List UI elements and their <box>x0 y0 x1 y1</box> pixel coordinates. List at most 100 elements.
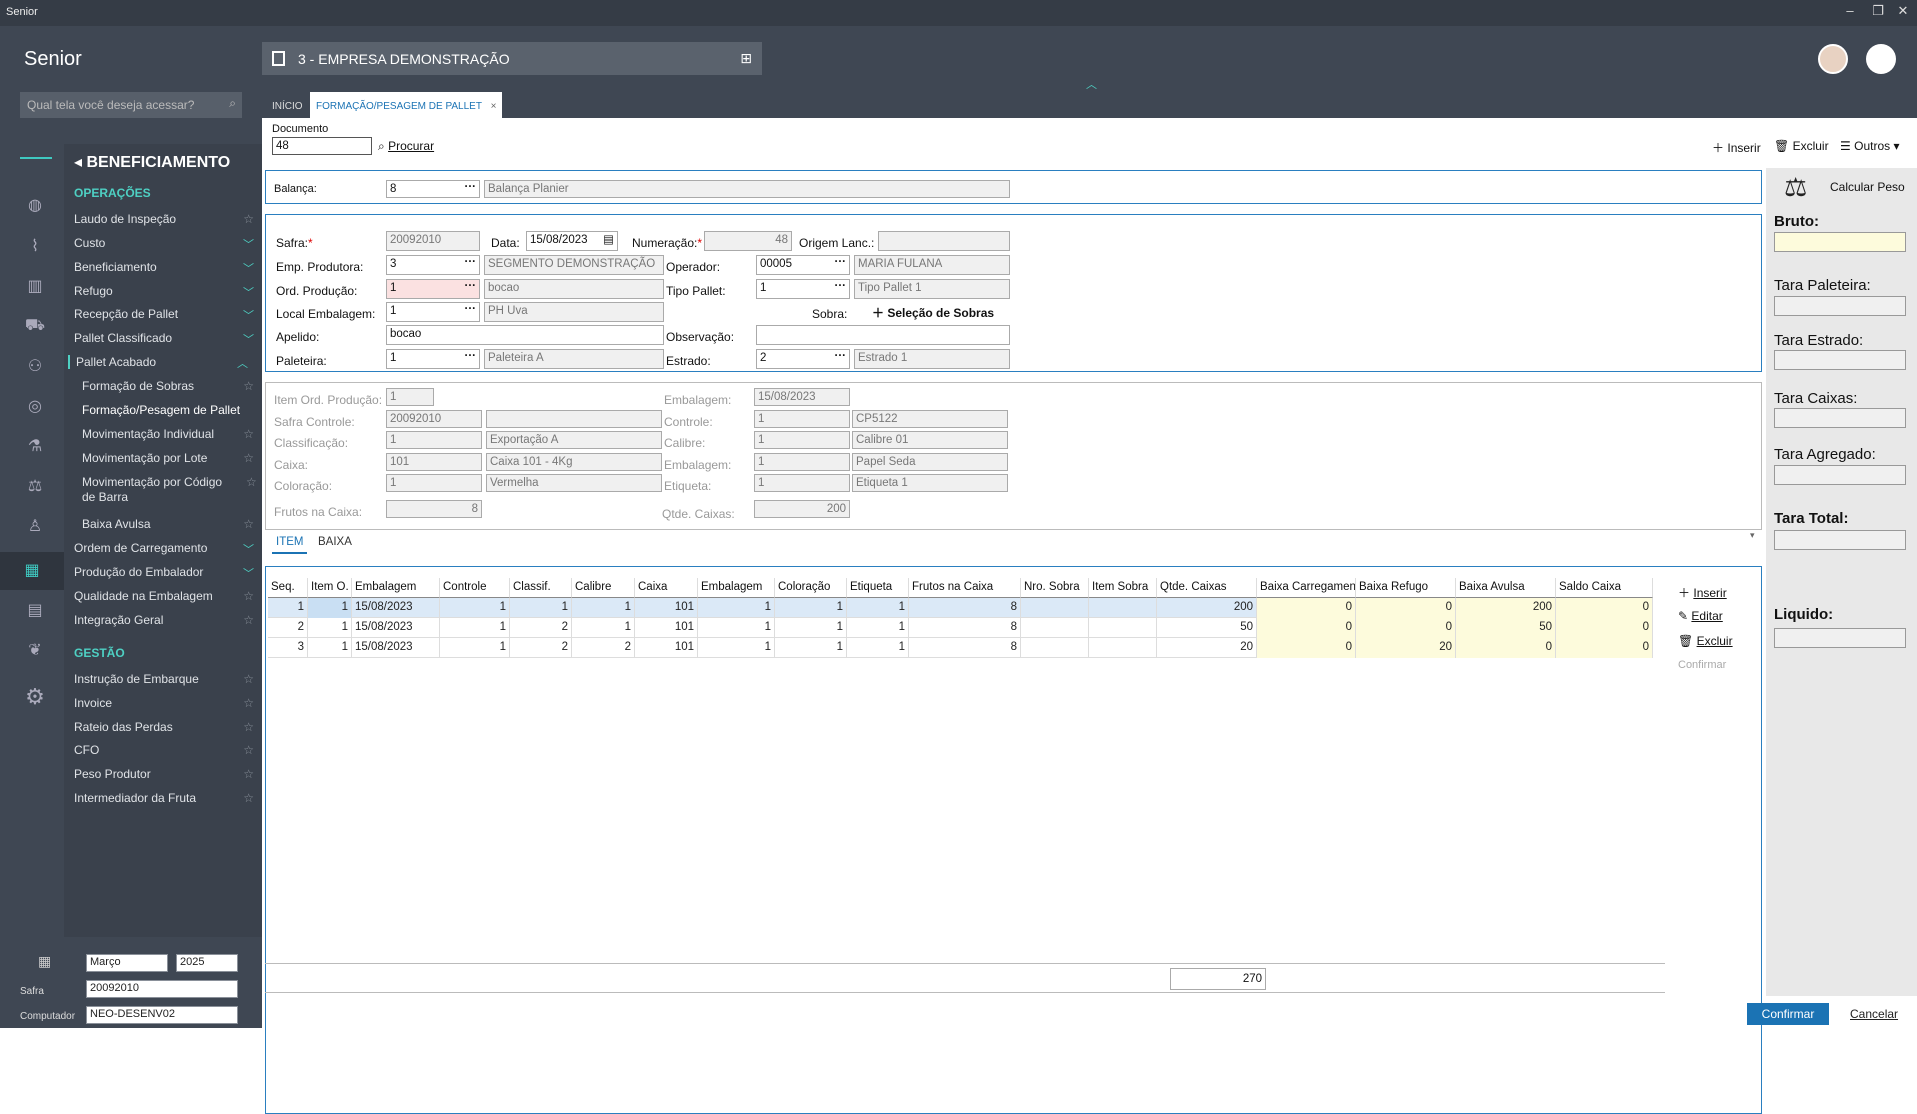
menu-item-ordem[interactable]: Ordem de Carregamento ﹀ <box>74 541 258 556</box>
confirmar-button[interactable]: Confirmar <box>1747 1003 1829 1025</box>
lookup-icon[interactable]: ··· <box>834 256 847 268</box>
close-icon[interactable]: ✕ <box>1897 3 1909 18</box>
hamburger-icon[interactable] <box>20 157 52 159</box>
star-icon[interactable]: ☆ <box>243 743 254 757</box>
gear-icon[interactable]: ⚙ <box>25 684 45 709</box>
data-input[interactable]: 15/08/2023 ▤ <box>526 231 618 251</box>
avatar[interactable] <box>1818 44 1848 74</box>
lookup-icon[interactable]: ··· <box>834 350 847 362</box>
column-header-nro-sobra[interactable]: Nro. Sobra <box>1021 578 1089 598</box>
emp-input[interactable]: 3 ··· <box>386 255 480 275</box>
menu-item-formacao-sobras[interactable]: Formação de Sobras ☆ <box>82 379 258 393</box>
lookup-icon[interactable]: ··· <box>464 350 477 362</box>
lookup-icon[interactable]: ··· <box>834 280 847 292</box>
menu-item-pallet-classificado[interactable]: Pallet Classificado ﹀ <box>74 331 258 346</box>
star-icon[interactable]: ☆ <box>243 212 254 226</box>
minimize-icon[interactable]: – <box>1846 3 1854 18</box>
column-header-item-o[interactable]: Item O. <box>308 578 352 598</box>
plant-icon[interactable]: ❦ <box>28 642 42 659</box>
menu-item-intermediador[interactable]: Intermediador da Fruta ☆ <box>74 791 258 805</box>
menu-item-laudo[interactable]: Laudo de Inspeção ☆ <box>74 212 258 226</box>
menu-item-custo[interactable]: Custo ﹀ <box>74 236 258 251</box>
column-header-baixa-avulsa[interactable]: Baixa Avulsa <box>1456 578 1556 598</box>
grid-editar-button[interactable]: ✎ Editar <box>1678 609 1748 623</box>
documento-input[interactable]: 48 <box>272 137 372 155</box>
tipo-input[interactable]: 1 ··· <box>756 279 850 299</box>
menu-item-formacao-pesagem[interactable]: Formação/Pesagem de Pallet <box>82 403 258 417</box>
menu-item-cfo[interactable]: CFO ☆ <box>74 743 258 757</box>
lookup-icon[interactable]: ··· <box>464 181 477 193</box>
menu-item-recepcao[interactable]: Recepção de Pallet ﹀ <box>74 307 258 322</box>
column-header-calibre[interactable]: Calibre <box>572 578 635 598</box>
flask-icon[interactable]: ⚗ <box>27 438 43 455</box>
menu-item-mov-lote[interactable]: Movimentação por Lote ☆ <box>82 451 258 465</box>
table-row[interactable]: 3 1 15/08/2023 1 2 2 101 1 1 1 8 20 0 20 0 0 <box>268 638 1653 658</box>
collapse-icon[interactable]: ▾ <box>1750 530 1755 540</box>
star-icon[interactable]: ☆ <box>243 696 254 710</box>
column-header-coloracao[interactable]: Coloração <box>775 578 847 598</box>
lookup-icon[interactable]: ··· <box>464 303 477 315</box>
globe-icon[interactable]: ◍ <box>28 197 42 214</box>
bruto-input[interactable] <box>1774 232 1906 252</box>
column-header-qtde-caixas[interactable]: Qtde. Caixas <box>1157 578 1257 598</box>
menu-item-integracao[interactable]: Integração Geral ☆ <box>74 613 258 627</box>
star-icon[interactable]: ☆ <box>243 720 254 734</box>
subtab-baixa[interactable]: BAIXA <box>318 536 352 548</box>
scale-icon[interactable]: ⚖ <box>27 478 43 495</box>
star-icon[interactable]: ☆ <box>243 379 254 393</box>
menu-item-refugo[interactable]: Refugo ﹀ <box>74 284 258 299</box>
table-row[interactable]: 1 1 15/08/2023 1 1 1 101 1 1 1 8 200 0 0 200 0 <box>268 598 1653 618</box>
balanca-code-input[interactable]: 8 ··· <box>386 180 480 198</box>
inserir-button[interactable]: ＋ Inserir <box>1712 139 1761 156</box>
menu-item-producao[interactable]: Produção do Embalador ﹀ <box>74 565 258 580</box>
subtab-item[interactable]: ITEM <box>272 536 308 554</box>
calculator-icon[interactable]: ▦ <box>0 552 64 590</box>
calendar-icon[interactable]: ▤ <box>603 234 614 246</box>
excluir-button[interactable]: 🗑︎ Excluir <box>1774 139 1829 153</box>
star-icon[interactable]: ☆ <box>246 475 257 489</box>
star-icon[interactable]: ☆ <box>243 451 254 465</box>
menu-item-instrucao[interactable]: Instrução de Embarque ☆ <box>74 672 258 686</box>
selecao-sobras-button[interactable]: ＋ Seleção de Sobras <box>872 304 994 321</box>
local-input[interactable]: 1 ··· <box>386 302 480 322</box>
menu-item-invoice[interactable]: Invoice ☆ <box>74 696 258 710</box>
factory-icon[interactable]: ▥ <box>27 278 43 295</box>
truck-icon[interactable]: ⛟ <box>24 317 46 334</box>
obs-input[interactable] <box>756 325 1010 345</box>
menu-item-qualidade[interactable]: Qualidade na Embalagem ☆ <box>74 589 258 603</box>
column-header-baixa-carregamento[interactable]: Baixa Carregamento <box>1257 578 1356 598</box>
menu-item-mov-codigo[interactable]: Movimentação por Código de Barra <box>82 475 232 505</box>
column-header-saldo-caixa[interactable]: Saldo Caixa <box>1556 578 1653 598</box>
year-select[interactable]: 2025 <box>176 954 238 972</box>
column-header-frutos[interactable]: Frutos na Caixa <box>909 578 1021 598</box>
star-icon[interactable]: ☆ <box>243 613 254 627</box>
column-header-embalagem[interactable]: Embalagem <box>352 578 440 598</box>
column-header-item-sobra[interactable]: Item Sobra <box>1089 578 1157 598</box>
menu-item-pallet-acabado[interactable]: Pallet Acabado ︿ <box>68 355 252 370</box>
column-header-seq[interactable]: Seq. <box>268 578 308 598</box>
ord-input[interactable]: 1 ··· <box>386 279 480 299</box>
calcular-peso-button[interactable]: Calcular Peso <box>1830 180 1905 194</box>
lookup-icon[interactable]: ··· <box>464 280 477 292</box>
safra-select[interactable]: 20092010 <box>86 980 238 998</box>
star-icon[interactable]: ☆ <box>243 791 254 805</box>
star-icon[interactable]: ☆ <box>243 767 254 781</box>
person-icon[interactable]: ♙ <box>27 518 43 535</box>
building-icon[interactable]: ▤ <box>27 602 43 619</box>
search-icon[interactable]: ⌕ <box>229 96 236 110</box>
chevron-up-icon[interactable]: ︿ <box>1086 79 1097 91</box>
menu-item-baixa-avulsa[interactable]: Baixa Avulsa ☆ <box>82 517 258 531</box>
star-icon[interactable]: ☆ <box>243 517 254 531</box>
table-row[interactable]: 2 1 15/08/2023 1 2 1 101 1 1 1 8 50 0 0 50 0 <box>268 618 1653 638</box>
star-icon[interactable]: ☆ <box>243 672 254 686</box>
column-header-etiqueta[interactable]: Etiqueta <box>847 578 909 598</box>
grid-excluir-button[interactable]: 🗑︎ Excluir <box>1678 634 1748 648</box>
tab-formacao-pesagem[interactable]: FORMAÇÃO/PESAGEM DE PALLET × <box>310 92 503 118</box>
people-icon[interactable]: ⚇ <box>27 358 43 375</box>
org-chart-icon[interactable]: ⊞ <box>740 50 752 66</box>
column-header-baixa-refugo[interactable]: Baixa Refugo <box>1356 578 1456 598</box>
coins-icon[interactable]: ◎ <box>28 398 42 415</box>
computador-select[interactable]: NEO-DESENV02 <box>86 1006 238 1024</box>
grid-confirmar-button[interactable]: Confirmar <box>1678 659 1727 671</box>
grid-inserir-button[interactable]: ＋ Inserir <box>1678 584 1748 601</box>
